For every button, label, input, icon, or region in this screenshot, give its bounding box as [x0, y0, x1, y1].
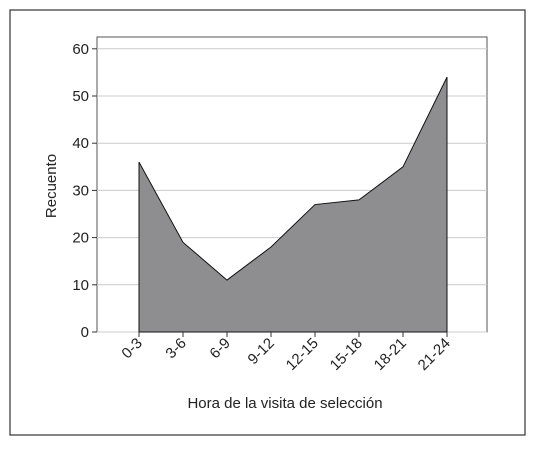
x-tick-label: 0-3: [118, 335, 145, 362]
y-tick-label: 40: [72, 135, 89, 152]
y-tick-label: 20: [72, 230, 89, 247]
y-tick-label: 50: [72, 88, 89, 105]
y-tick-label: 60: [72, 41, 89, 58]
x-axis-label: Hora de la visita de selección: [187, 395, 382, 412]
y-tick-label: 0: [81, 324, 89, 341]
frame: [9, 9, 526, 436]
x-tick-label: 18-21: [371, 335, 410, 374]
x-tick-label: 15-18: [327, 335, 366, 374]
y-tick-label: 30: [72, 182, 89, 199]
x-tick-label: 3-6: [162, 335, 189, 362]
x-tick-label: 12-15: [283, 335, 322, 374]
x-tick-label: 6-9: [206, 335, 233, 362]
x-tick-label: 21-24: [415, 335, 454, 374]
area: [138, 76, 448, 333]
x-tick-label: 9-12: [245, 335, 278, 368]
y-axis-label: Recuento: [43, 154, 60, 218]
y-tick-label: 10: [72, 277, 89, 294]
